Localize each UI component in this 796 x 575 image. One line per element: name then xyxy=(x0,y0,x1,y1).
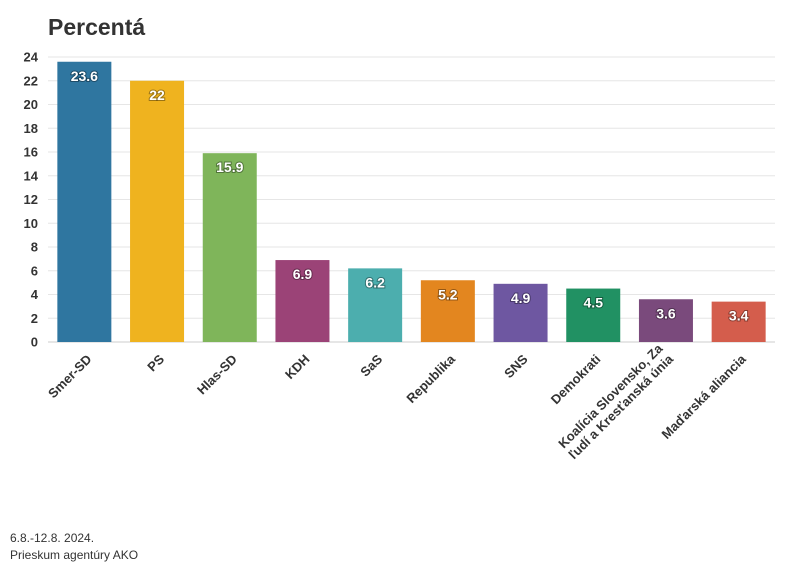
chart-title: Percentá xyxy=(48,14,146,40)
bar[interactable] xyxy=(275,260,330,342)
x-tick-label: SNS xyxy=(501,351,531,381)
y-tick-label: 10 xyxy=(24,216,38,231)
bar-value-label: 15.9 xyxy=(216,159,243,175)
x-tick-label-line: PS xyxy=(144,351,167,374)
bar[interactable] xyxy=(711,301,766,342)
x-axis: Smer-SD PS Hlas-SD KDH SaS Republika SNS Demokr… xyxy=(45,340,749,462)
x-tick-label: PS xyxy=(144,351,167,374)
bar[interactable] xyxy=(57,61,112,342)
value-labels: 23.6 22 15.9 6.9 6.2 5.2 4.9 4.5 3.6 3.4 xyxy=(70,67,750,325)
footer-source: Prieskum agentúry AKO xyxy=(10,548,139,562)
bar-value-label: 4.9 xyxy=(511,290,531,306)
x-tick-label-line: SaS xyxy=(357,351,385,379)
bar[interactable] xyxy=(493,283,548,342)
y-tick-label: 12 xyxy=(24,192,38,207)
x-tick-label: Smer-SD xyxy=(45,352,94,401)
x-tick-label: Republika xyxy=(403,351,458,406)
x-tick-label-line: SNS xyxy=(501,351,531,381)
y-tick-label: 4 xyxy=(31,287,39,302)
y-tick-label: 14 xyxy=(24,168,39,183)
x-tick-label: KDH xyxy=(282,352,313,383)
x-tick-label: Hlas-SD xyxy=(194,352,240,398)
y-tick-label: 16 xyxy=(24,145,38,160)
bar-value-label: 22 xyxy=(149,87,165,103)
bar[interactable] xyxy=(566,288,621,342)
bar-value-label: 4.5 xyxy=(584,295,604,311)
y-tick-label: 6 xyxy=(31,263,38,278)
bar[interactable] xyxy=(130,80,185,342)
x-tick-label-line: Demokrati xyxy=(548,352,604,408)
y-tick-label: 20 xyxy=(24,97,38,112)
bar-value-label: 6.2 xyxy=(365,274,385,290)
footer-date: 6.8.-12.8. 2024. xyxy=(10,531,95,545)
bar[interactable] xyxy=(420,280,475,342)
x-tick-label-line: Republika xyxy=(403,351,458,406)
bars xyxy=(57,61,766,342)
bar-value-label: 3.6 xyxy=(656,305,676,321)
bar-value-label: 3.4 xyxy=(729,308,749,324)
y-tick-label: 0 xyxy=(31,335,38,350)
bar-value-label: 6.9 xyxy=(293,266,313,282)
y-tick-label: 18 xyxy=(24,121,38,136)
bar[interactable] xyxy=(638,299,693,342)
y-tick-label: 22 xyxy=(24,73,38,88)
x-tick-label-line: Smer-SD xyxy=(45,352,94,401)
x-tick-label: Demokrati xyxy=(548,352,604,408)
y-tick-label: 8 xyxy=(31,240,38,255)
bar-value-label: 5.2 xyxy=(438,286,458,302)
y-tick-label: 24 xyxy=(24,50,39,65)
x-tick-label-line: Koalícia Slovensko, Za xyxy=(555,340,666,451)
bar[interactable] xyxy=(348,268,403,342)
footer: 6.8.-12.8. 2024. Prieskum agentúry AKO xyxy=(10,530,138,564)
y-tick-label: 2 xyxy=(31,311,38,326)
x-tick-label: SaS xyxy=(357,351,385,379)
bar-value-label: 23.6 xyxy=(71,68,98,84)
bar[interactable] xyxy=(202,153,257,342)
x-tick-label-line: KDH xyxy=(282,352,313,383)
x-tick-label-line: Hlas-SD xyxy=(194,352,240,398)
